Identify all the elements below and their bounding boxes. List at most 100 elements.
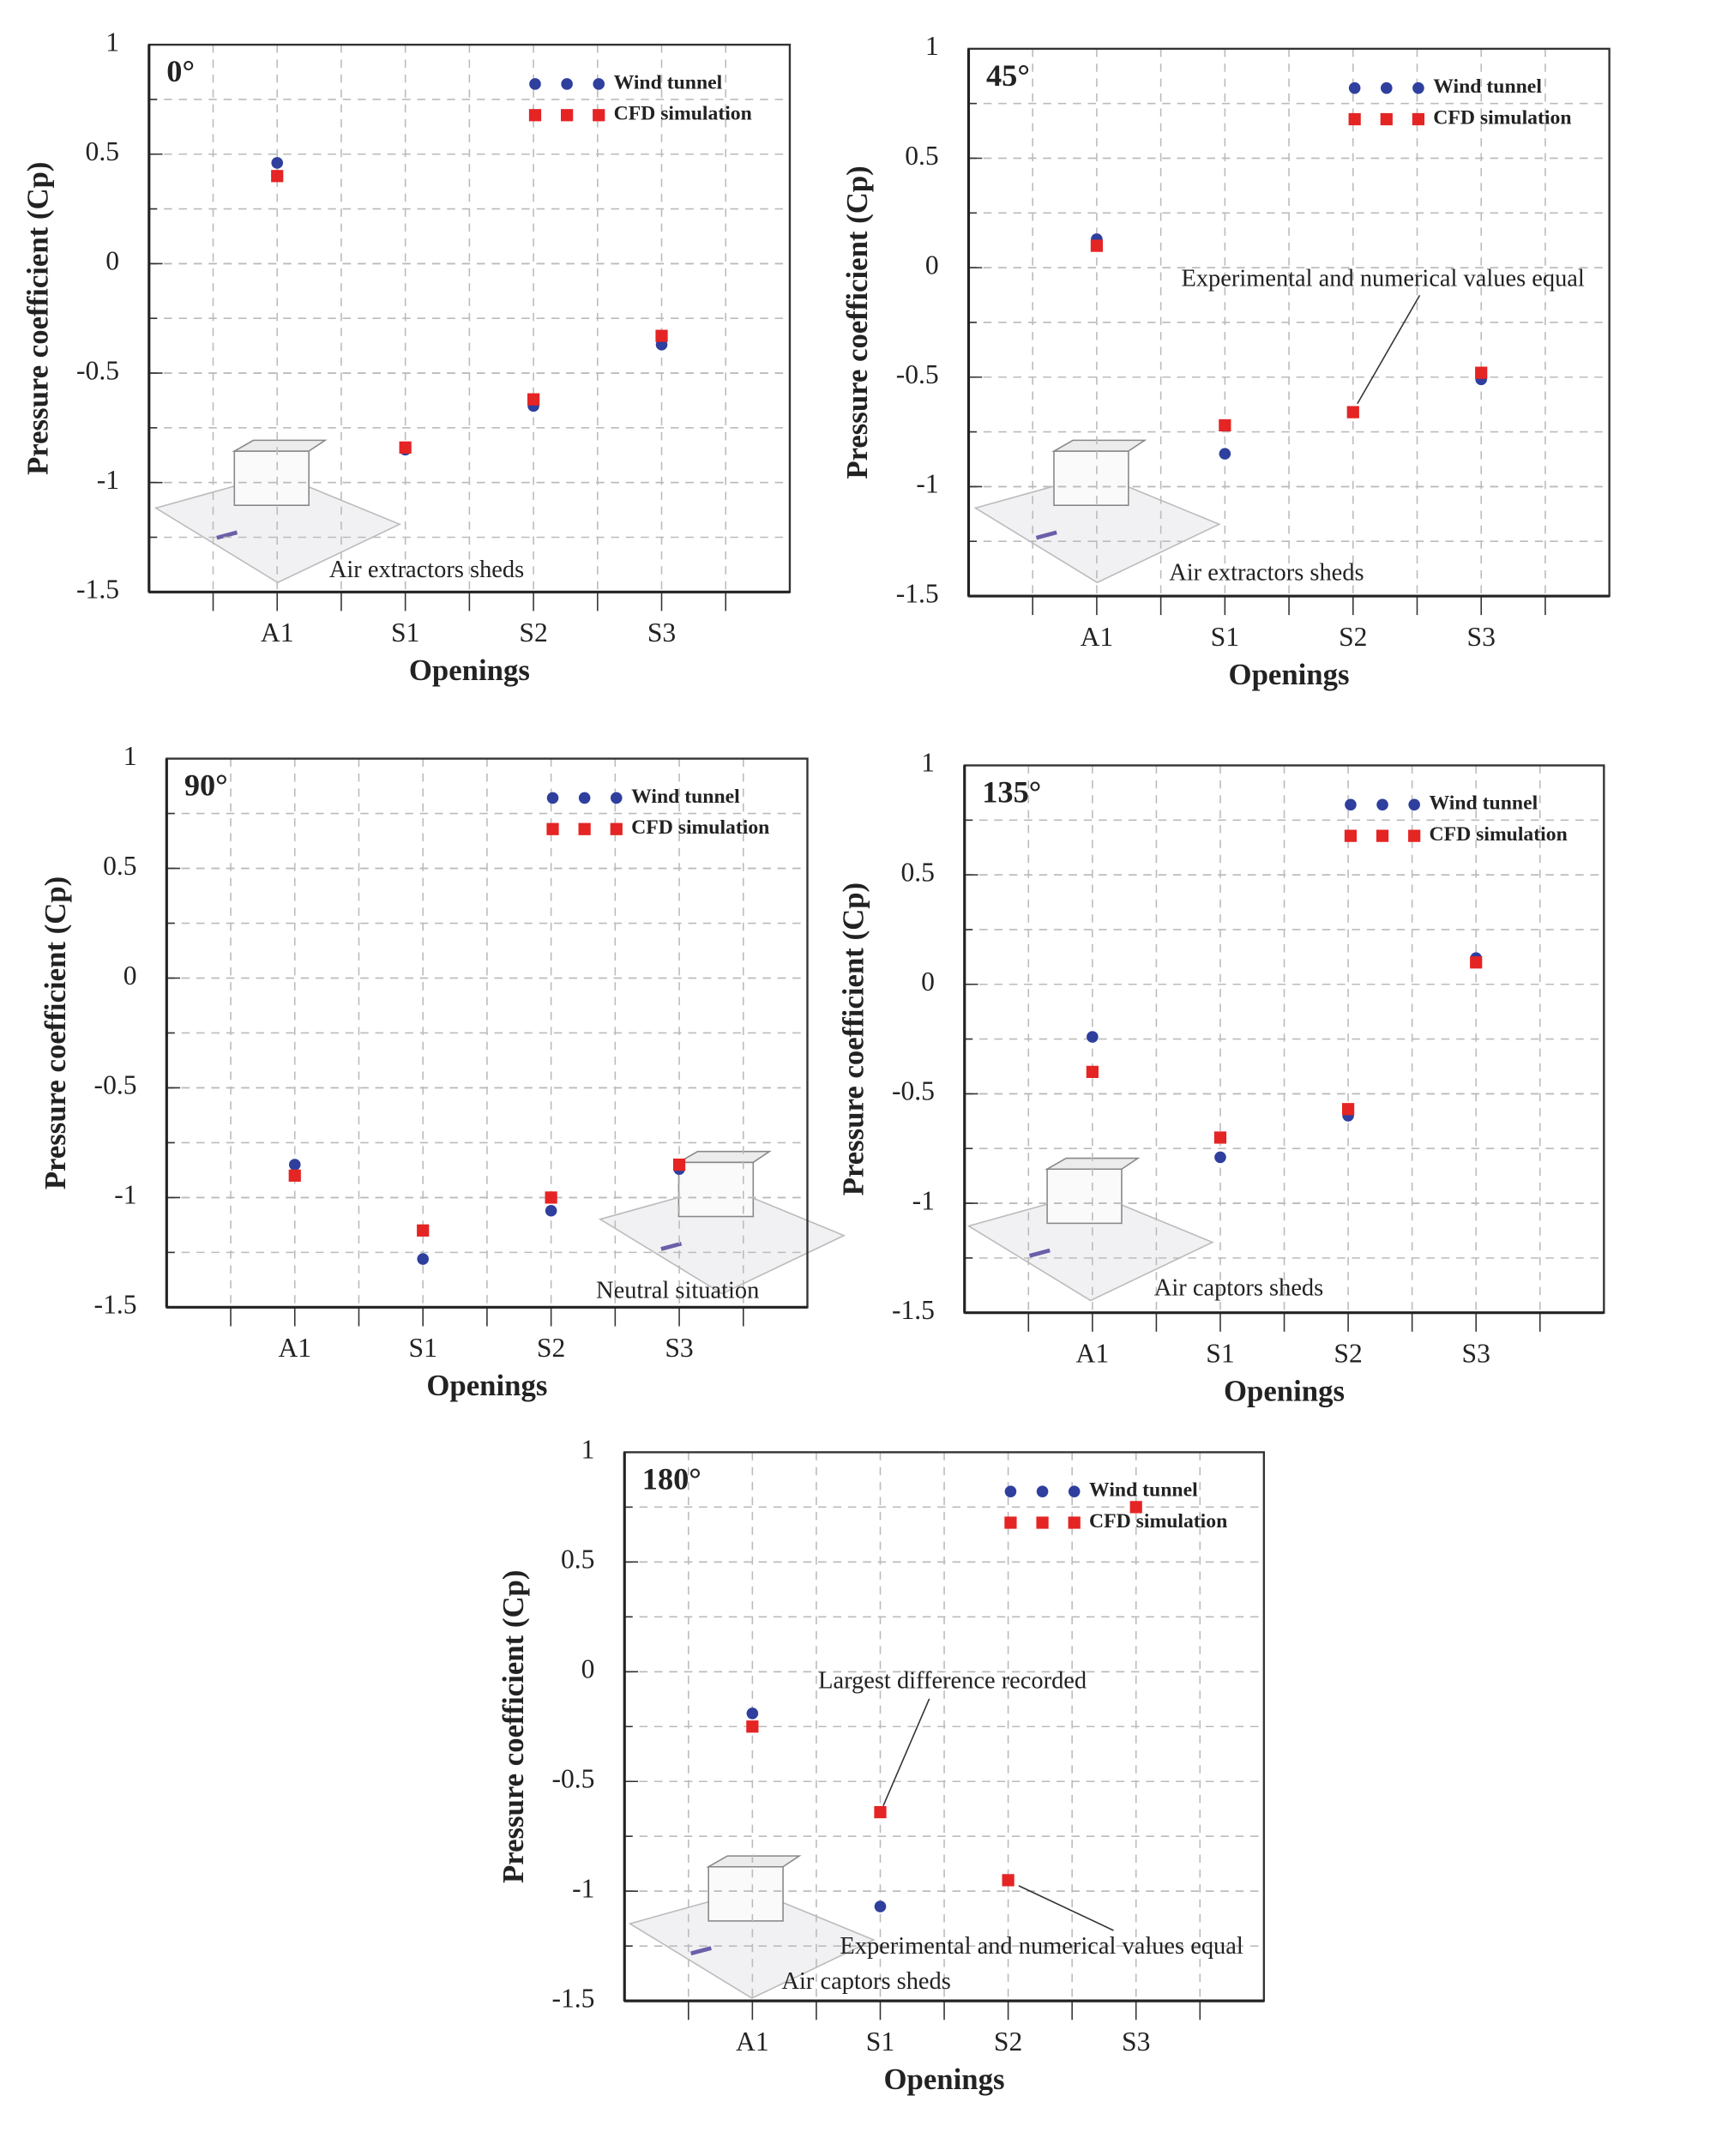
- x-tick-label: S3: [1122, 2027, 1150, 2057]
- legend-label: Wind tunnel: [1430, 792, 1538, 815]
- point: [672, 1158, 686, 1171]
- legend-marker: [578, 822, 591, 835]
- legend-marker: [1344, 829, 1358, 842]
- y-tick-label: -0.5: [892, 1076, 935, 1106]
- inset-roof: [706, 1855, 802, 1868]
- y-tick-label: 0.5: [905, 141, 938, 171]
- y-axis-label: Pressure coefficient (Cp): [497, 1570, 530, 1883]
- legend-marker: [1348, 81, 1361, 94]
- y-tick-label: -1.5: [551, 1983, 594, 2013]
- y-tick-label: 0.5: [561, 1545, 594, 1575]
- y-axis-label: Pressure coefficient (Cp): [836, 882, 870, 1195]
- y-tick-label: -1: [97, 465, 119, 495]
- point: [655, 329, 668, 342]
- point: [417, 1253, 429, 1265]
- y-tick-label: -1: [572, 1873, 594, 1903]
- chart-title: 135°: [982, 775, 1041, 810]
- chart-title: 45°: [986, 58, 1030, 93]
- legend-marker: [1068, 1516, 1081, 1529]
- annotation: Air extractors sheds: [329, 557, 524, 583]
- inset-arrow: [1028, 1248, 1051, 1258]
- y-tick-label: 0.5: [900, 857, 934, 887]
- x-tick-label: A1: [736, 2027, 769, 2057]
- point: [1090, 239, 1104, 252]
- legend-label: Wind tunnel: [1089, 1479, 1198, 1502]
- panel: -1.5 -1 -0.5 0 0.5 1 A1 S1 S2 S3 45° Openings Pressu…: [840, 31, 1611, 691]
- point: [1214, 1151, 1226, 1164]
- x-tick-label: S3: [1462, 1338, 1490, 1368]
- point: [1346, 406, 1359, 419]
- y-tick-label: 0: [123, 961, 137, 991]
- point: [746, 1720, 759, 1733]
- legend-marker: [593, 109, 605, 122]
- legend-marker: [610, 822, 623, 835]
- legend-label: Wind tunnel: [1433, 75, 1542, 98]
- point: [545, 1204, 557, 1217]
- annotation: Air captors sheds: [1154, 1274, 1323, 1301]
- point: [271, 157, 284, 169]
- y-tick-label: -1.5: [892, 1295, 935, 1325]
- y-axis-label: Pressure coefficient (Cp): [39, 876, 72, 1189]
- point: [1341, 1103, 1355, 1116]
- legend-label: CFD simulation: [631, 816, 769, 839]
- legend-marker: [1036, 1516, 1049, 1529]
- point: [1470, 956, 1483, 969]
- y-tick-label: -1: [114, 1180, 136, 1210]
- point: [1086, 1065, 1099, 1078]
- x-tick-label: S2: [1339, 622, 1367, 652]
- point: [874, 1900, 887, 1912]
- legend-marker: [1408, 829, 1421, 842]
- x-tick-label: S2: [994, 2027, 1022, 2057]
- y-tick-label: -0.5: [76, 355, 119, 385]
- point: [1219, 419, 1231, 432]
- inset-building: [1046, 1168, 1123, 1225]
- legend-marker: [529, 78, 541, 90]
- x-tick-label: S2: [519, 617, 547, 647]
- point: [1219, 448, 1231, 460]
- annotation: Neutral situation: [596, 1278, 759, 1304]
- point: [288, 1159, 301, 1171]
- y-tick-label: 0: [105, 246, 119, 276]
- y-axis-label: Pressure coefficient (Cp): [840, 166, 874, 479]
- y-tick-label: -1: [912, 1185, 935, 1215]
- inset-arrow: [660, 1241, 683, 1251]
- inset-building: [677, 1161, 755, 1218]
- legend-marker: [561, 78, 573, 90]
- x-axis-label: Openings: [1229, 658, 1350, 691]
- legend-marker: [546, 822, 559, 835]
- legend-marker: [593, 78, 605, 90]
- legend-marker: [1408, 798, 1420, 811]
- y-tick-label: 1: [925, 31, 939, 61]
- point: [399, 441, 412, 454]
- inset-arrow: [690, 1946, 712, 1956]
- inset-roof: [1051, 439, 1147, 452]
- chart-title: 90°: [184, 768, 228, 803]
- y-axis-label: Pressure coefficient (Cp): [21, 162, 54, 475]
- x-tick-label: A1: [1081, 622, 1114, 652]
- legend-label: CFD simulation: [1430, 823, 1568, 846]
- inset-roof: [1045, 1157, 1141, 1171]
- x-tick-label: S3: [665, 1333, 693, 1363]
- panel: -1.5 -1 -0.5 0 0.5 1 A1 S1 S2 S3 0° Openings Pressur…: [21, 27, 792, 687]
- point: [1002, 1874, 1015, 1887]
- panel: -1.5 -1 -0.5 0 0.5 1 A1 S1 S2 S3 180° Openings Press…: [497, 1435, 1266, 2096]
- y-tick-label: -1: [916, 469, 938, 499]
- y-tick-label: 0: [581, 1654, 595, 1684]
- legend-marker: [1004, 1516, 1017, 1529]
- point: [1213, 1131, 1227, 1144]
- x-tick-label: A1: [261, 617, 294, 647]
- x-tick-label: S1: [409, 1333, 437, 1363]
- chart-title: 0°: [166, 54, 195, 88]
- legend-marker: [1412, 81, 1424, 94]
- inset-arrow: [1035, 530, 1057, 540]
- legend-marker: [1412, 112, 1425, 126]
- point: [545, 1191, 557, 1204]
- x-tick-label: S1: [866, 2027, 894, 2057]
- annotation: Largest difference recorded: [818, 1667, 1087, 1694]
- point: [271, 170, 284, 183]
- legend-marker: [1068, 1485, 1081, 1497]
- legend-marker: [1376, 829, 1389, 842]
- point: [417, 1224, 430, 1237]
